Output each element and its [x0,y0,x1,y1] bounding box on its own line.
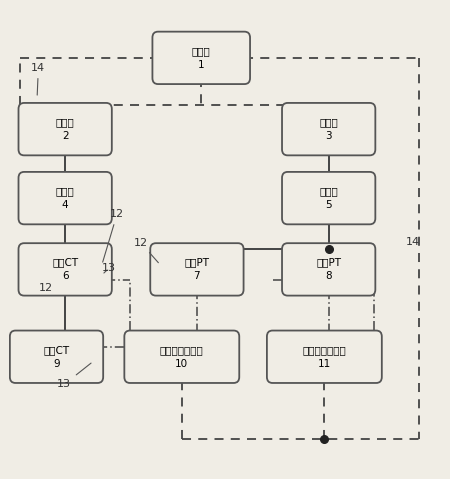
Text: 13: 13 [57,363,91,389]
Text: 12: 12 [134,238,158,262]
Text: 电流源
2: 电流源 2 [56,117,75,141]
FancyBboxPatch shape [153,32,250,84]
FancyBboxPatch shape [282,172,375,224]
Text: 标准PT
8: 标准PT 8 [316,257,341,281]
FancyBboxPatch shape [18,103,112,155]
Text: 升压器
5: 升压器 5 [320,186,338,210]
Text: 电压源
3: 电压源 3 [320,117,338,141]
FancyBboxPatch shape [10,331,103,383]
Text: 升流器
4: 升流器 4 [56,186,75,210]
Text: 标准CT
9: 标准CT 9 [44,345,70,369]
Text: 计算机
1: 计算机 1 [192,46,211,70]
Text: 13: 13 [102,263,116,273]
Text: 被校功率分析仪
10: 被校功率分析仪 10 [160,345,204,369]
Text: 被校CT
6: 被校CT 6 [52,257,78,281]
Text: 12: 12 [103,209,124,262]
FancyBboxPatch shape [282,243,375,296]
FancyBboxPatch shape [18,243,112,296]
Text: 14: 14 [406,237,420,247]
FancyBboxPatch shape [18,172,112,224]
FancyBboxPatch shape [150,243,243,296]
FancyBboxPatch shape [124,331,239,383]
Text: 12: 12 [39,283,53,293]
FancyBboxPatch shape [282,103,375,155]
Text: 标准功率分析仪
11: 标准功率分析仪 11 [302,345,346,369]
Text: 14: 14 [32,63,45,95]
FancyBboxPatch shape [267,331,382,383]
Text: 被校PT
7: 被校PT 7 [184,257,209,281]
